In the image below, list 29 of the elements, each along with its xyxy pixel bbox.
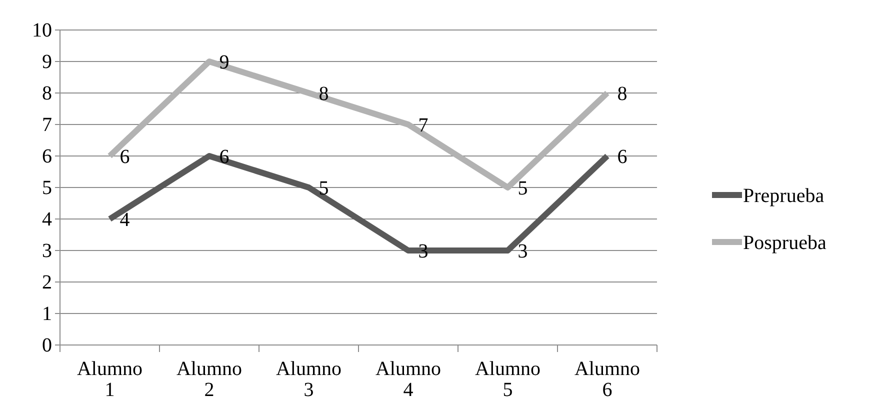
data-label: 5: [318, 178, 329, 200]
x-tick-label: Alumno 3: [276, 358, 342, 401]
x-tick-label: Alumno 6: [574, 358, 640, 401]
data-label: 6: [120, 146, 130, 168]
y-tick-label: 8: [42, 82, 52, 104]
y-tick-label: 10: [32, 19, 52, 42]
data-label: 4: [120, 209, 130, 231]
data-label: 5: [518, 178, 528, 200]
y-tick-label: 5: [42, 176, 52, 199]
y-tick-label: 1: [42, 302, 52, 325]
y-tick-label: 0: [42, 334, 52, 356]
y-tick-label: 9: [42, 50, 52, 73]
x-tick-label: Alumno 2: [176, 358, 242, 401]
data-label: 9: [219, 52, 230, 74]
y-tick-label: 3: [42, 240, 52, 262]
data-label: 6: [617, 146, 628, 168]
y-tick-label: 4: [42, 208, 52, 230]
y-tick-label: 2: [42, 271, 52, 294]
x-tick-label: Alumno 1: [76, 358, 143, 401]
y-tick-label: 6: [42, 145, 52, 168]
x-tick-label: Alumno 4: [375, 358, 442, 401]
legend-label: Posprueba: [743, 232, 826, 254]
data-label: 8: [318, 83, 329, 105]
data-label: 8: [617, 83, 628, 105]
y-tick-label: 7: [42, 114, 52, 136]
x-tick-label: Alumno 5: [474, 358, 541, 401]
legend-label: Preprueba: [743, 185, 824, 207]
data-label: 3: [518, 240, 528, 262]
data-label: 7: [418, 114, 428, 136]
